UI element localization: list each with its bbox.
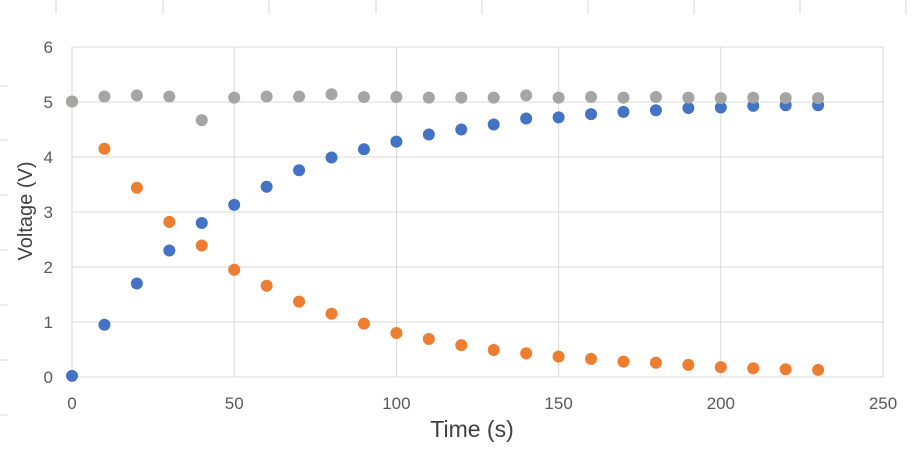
data-point [714,92,727,105]
data-point [195,114,208,127]
data-point [552,350,565,363]
data-point [520,112,533,125]
data-point [747,362,760,375]
data-point [585,352,598,365]
data-point [487,118,500,131]
data-point [487,344,500,357]
data-point [585,91,598,104]
y-tick-label: 3 [44,203,53,222]
data-point [293,164,306,177]
data-point [552,91,565,104]
data-point [325,88,338,101]
data-point [520,89,533,102]
data-point [585,108,598,121]
data-point [812,92,825,105]
data-point [714,361,727,374]
data-point [130,89,143,102]
y-tick-label: 6 [44,38,53,57]
data-point [163,244,176,257]
x-tick-label: 0 [67,394,76,413]
data-point [390,327,403,339]
data-point [682,91,695,104]
data-point [390,91,403,104]
data-point [422,91,435,104]
data-point [357,143,370,156]
data-point [812,363,825,376]
series-2 [66,95,825,376]
data-point [455,339,468,352]
x-axis-tick-labels: 0 50 100 150 200 250 [67,394,897,413]
data-point [195,239,208,252]
data-point [390,135,403,148]
y-axis-label: Voltage (V) [15,162,37,261]
chart-gridlines [71,46,884,378]
data-point [747,99,760,112]
data-point [98,90,111,103]
data-point [293,295,306,308]
data-point [649,91,662,104]
data-point [649,356,662,369]
data-point [487,91,500,104]
x-tick-label: 100 [382,394,410,413]
series-3 [66,88,825,127]
y-tick-label: 1 [44,313,53,332]
data-point [228,263,241,276]
data-point [649,104,662,117]
data-point [260,279,273,292]
data-point [260,180,273,193]
data-point [228,91,241,104]
data-point [163,90,176,103]
data-point [455,91,468,104]
data-point [682,358,695,371]
data-point [66,369,78,382]
data-point [779,363,792,376]
data-point [163,215,176,228]
data-point [325,307,338,320]
y-tick-label: 0 [44,368,53,387]
data-point [779,92,792,105]
data-point [357,91,370,104]
data-point [130,181,143,194]
data-point [66,95,78,108]
data-point [617,105,630,118]
y-tick-label: 2 [44,258,53,277]
data-point [228,198,241,211]
x-tick-label: 250 [869,394,897,413]
data-point [357,317,370,330]
x-tick-label: 50 [225,394,244,413]
data-point [747,91,760,104]
series-1 [66,99,825,382]
data-point [422,128,435,141]
data-point [98,142,111,155]
data-point [682,102,695,115]
data-point [325,151,338,164]
data-point [714,101,727,114]
data-point [293,90,306,103]
y-tick-label: 4 [44,148,53,167]
data-point [455,123,468,136]
data-point [260,90,273,103]
data-point [98,318,111,331]
data-point [520,347,533,360]
data-point [552,111,565,124]
data-point [617,91,630,104]
data-point [130,277,143,290]
x-tick-label: 150 [544,394,572,413]
data-points [66,88,825,382]
y-tick-label: 5 [44,93,53,112]
data-point [617,355,630,368]
data-point [195,217,208,229]
data-point [422,333,435,346]
x-axis-label: Time (s) [430,416,513,442]
y-axis-tick-labels: 0 1 2 3 4 5 6 [44,38,53,387]
x-tick-label: 200 [707,394,735,413]
spreadsheet-gridlines [0,0,907,416]
